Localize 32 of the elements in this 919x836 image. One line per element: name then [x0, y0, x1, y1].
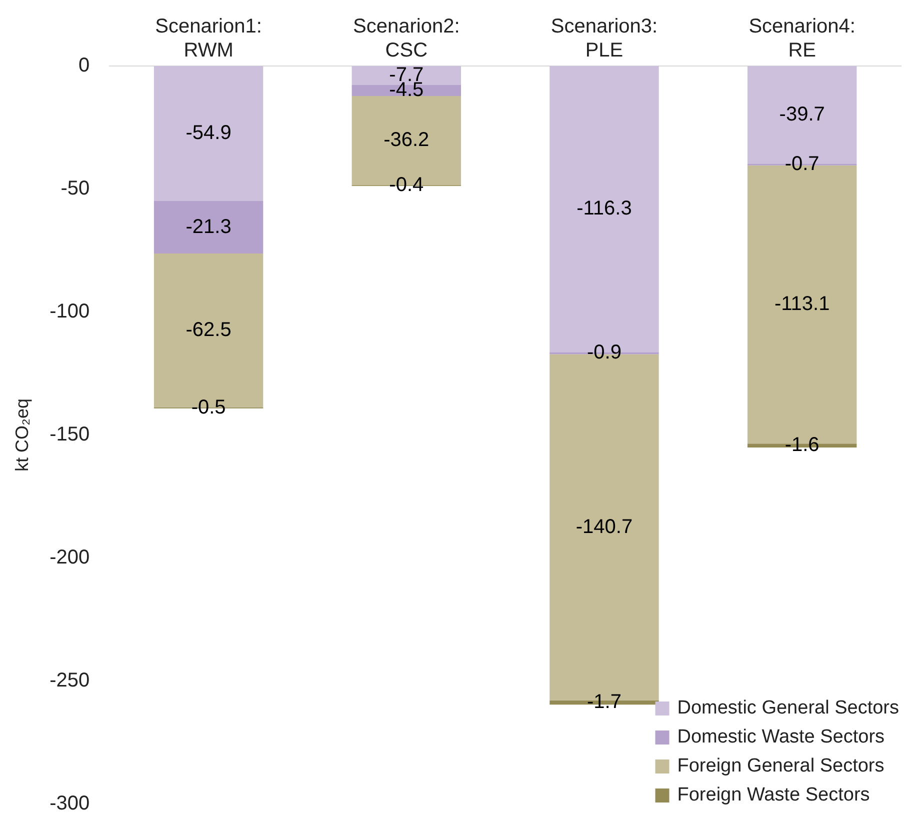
y-axis-title: kt CO₂eq — [12, 398, 32, 472]
data-label: -39.7 — [779, 103, 825, 126]
legend-label: Foreign Waste Sectors — [677, 784, 870, 806]
data-label: -140.7 — [576, 516, 633, 538]
y-tick-label: -200 — [50, 546, 90, 569]
y-tick-label: -50 — [60, 178, 90, 200]
x-tick-label: Scenarion3: PLE — [550, 16, 658, 62]
legend-label: Domestic General Sectors — [677, 698, 900, 719]
data-label: -116.3 — [576, 198, 632, 220]
y-tick-label: 0 — [78, 54, 90, 77]
data-label: -54.9 — [186, 122, 232, 144]
x-tick-label: Scenarion2: CSC — [353, 16, 460, 62]
data-label: -36.2 — [384, 129, 430, 152]
bar — [154, 201, 264, 254]
legend-label: Domestic Waste Sectors — [677, 726, 885, 748]
bar — [154, 66, 264, 202]
data-label: -21.3 — [186, 216, 232, 238]
y-tick-label: -250 — [50, 670, 90, 692]
y-tick-label: -150 — [50, 424, 90, 446]
data-label: -1.7 — [587, 691, 622, 714]
data-label: -0.4 — [389, 174, 424, 196]
data-label: -0.5 — [191, 396, 226, 418]
data-label: -1.6 — [784, 434, 820, 456]
x-tick-label: Scenarion4: RE — [748, 16, 856, 62]
data-label: -0.7 — [784, 153, 820, 176]
data-label: -62.5 — [186, 318, 232, 341]
legend-label: Foreign General Sectors — [677, 756, 884, 777]
data-label: -0.9 — [587, 342, 622, 364]
x-tick-label: Scenarion1: RWM — [155, 16, 262, 62]
y-tick-label: -300 — [50, 792, 90, 815]
data-label: -113.1 — [774, 293, 830, 316]
y-tick-label: -100 — [50, 300, 90, 323]
